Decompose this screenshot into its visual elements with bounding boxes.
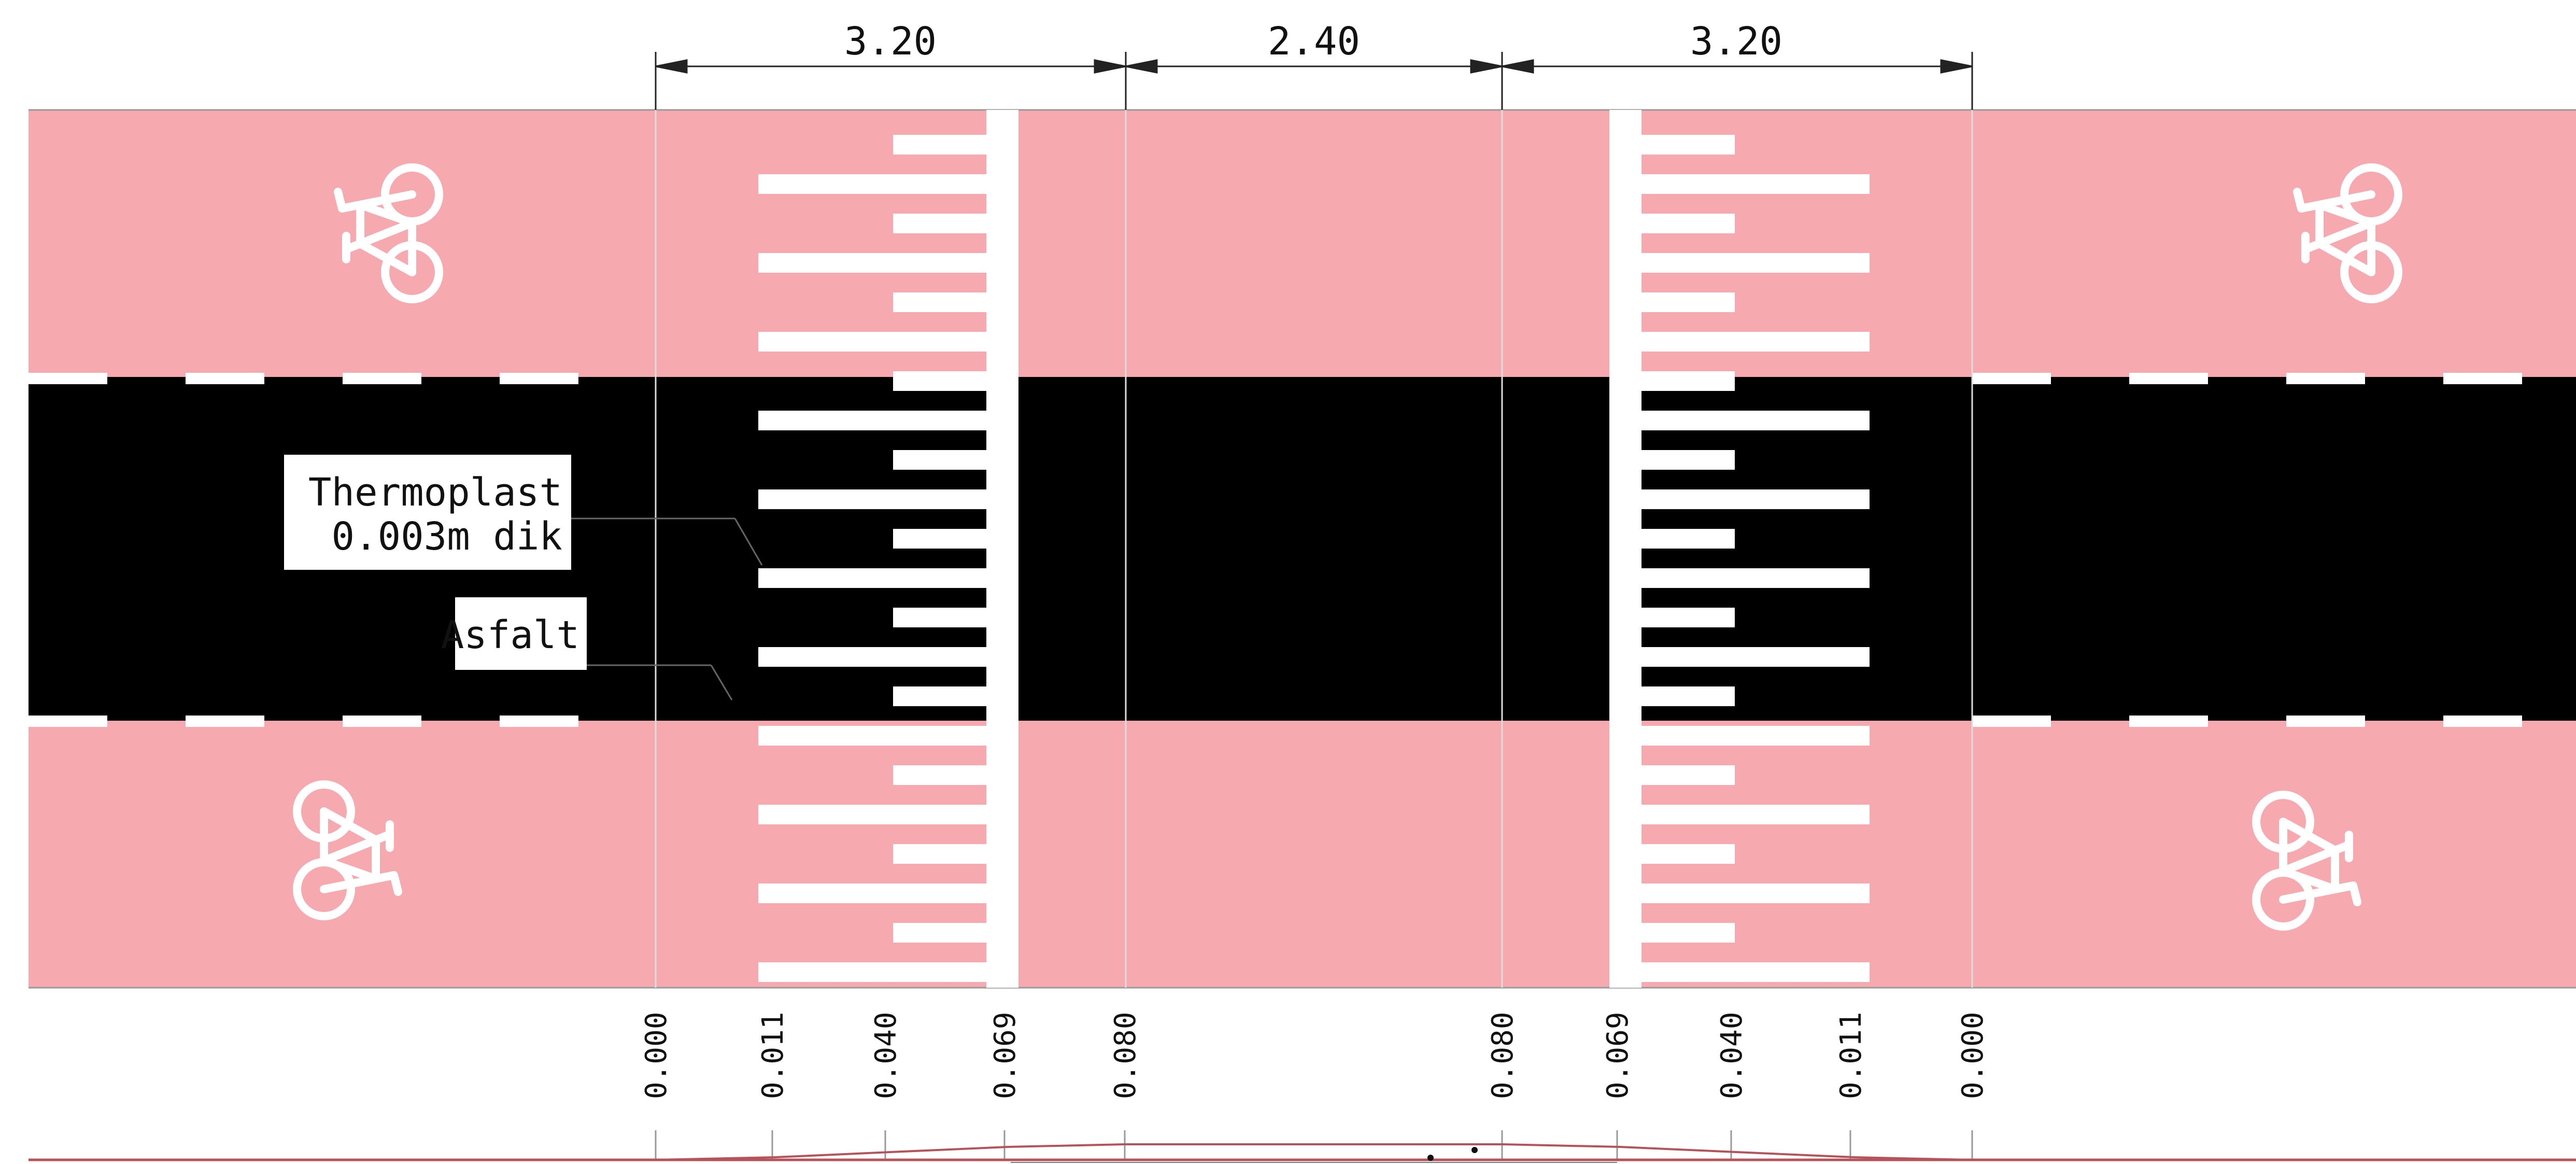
lane-dash [2129, 373, 2208, 384]
lane-dash [2129, 716, 2208, 727]
ramp-tooth [758, 332, 986, 352]
ramp-tooth [1641, 805, 1870, 824]
level-label: 0.069 [988, 1012, 1022, 1099]
ramp-tooth [1641, 686, 1735, 706]
ramp-tooth [1641, 529, 1735, 549]
lane-dash [343, 716, 421, 727]
ramp-tooth [758, 883, 986, 903]
dimension-right: 3.20 [1690, 19, 1782, 64]
ramp-tooth [1641, 608, 1735, 627]
dimension-left: 3.20 [844, 19, 937, 64]
ramp-tooth [893, 765, 986, 785]
ramp-tooth [758, 253, 986, 273]
ramp-tooth [1641, 568, 1870, 588]
level-label: 0.040 [1715, 1012, 1749, 1099]
ramp-tooth [893, 214, 986, 233]
ramp-marking-right [1641, 135, 1870, 982]
level-label: 0.080 [1486, 1012, 1520, 1099]
thermoplast-label-line1: Thermoplast [308, 470, 562, 515]
level-label: 0.011 [1834, 1012, 1868, 1099]
ramp-tooth [893, 292, 986, 312]
ramp-tooth [1641, 962, 1870, 982]
ramp-tooth [893, 529, 986, 549]
lane-dash [1972, 716, 2051, 727]
ramp-tooth [1641, 174, 1870, 194]
ramp-tooth [1641, 647, 1870, 667]
ramp-tooth [1641, 923, 1735, 943]
ramp-tooth [893, 686, 986, 706]
ramp-tooth [893, 450, 986, 470]
ramp-tooth [758, 568, 986, 588]
lane-dash [500, 716, 578, 727]
section-lines [655, 110, 1973, 988]
ramp-tooth [1641, 726, 1870, 746]
level-label: 0.000 [1956, 1012, 1990, 1099]
ramp-tooth [1641, 292, 1735, 312]
raised-plateau-pink [1018, 377, 1609, 721]
asfalt-callout: Asfalt [441, 597, 733, 700]
thermoplast-callout: Thermoplast 0.003m dik [284, 455, 763, 570]
ramp-tooth [893, 923, 986, 943]
lane-dash [2443, 716, 2522, 727]
level-label: 0.080 [1109, 1012, 1142, 1099]
ramp-tooth [758, 489, 986, 509]
ramp-tooth [893, 608, 986, 627]
ramp-tooth [1641, 135, 1735, 155]
ramp-tooth [1641, 253, 1870, 273]
ramp-tooth [758, 962, 986, 982]
lane-dash [2286, 373, 2365, 384]
ramp-tooth [1641, 450, 1735, 470]
lane-dash [186, 716, 264, 727]
ramp-tooth [1641, 371, 1735, 391]
ramp-tooth [1641, 883, 1870, 903]
ramp-tooth [758, 805, 986, 824]
level-label: 0.000 [640, 1012, 673, 1099]
dimension-middle: 2.40 [1268, 19, 1360, 64]
lane-dash [29, 373, 107, 384]
asfalt-label: Asfalt [441, 613, 579, 657]
lane-dash [29, 716, 107, 727]
lane-dash [186, 373, 264, 384]
plateau-middle-bottom [1018, 721, 1609, 988]
ramp-tooth [1641, 844, 1735, 864]
lane-dash [500, 373, 578, 384]
ramp-tooth [1641, 411, 1870, 430]
pavement [29, 109, 2576, 989]
level-annotations: 0.000 0.011 0.040 0.069 0.080 0.080 0.069 0.040… [640, 1012, 1990, 1159]
lane-separator-dashes [29, 373, 2522, 727]
lane-dash [343, 373, 421, 384]
lane-dash [1972, 373, 2051, 384]
stop-bar-left [986, 110, 1018, 988]
ramp-tooth [758, 647, 986, 667]
ramp-tooth [893, 371, 986, 391]
level-label: 0.040 [869, 1012, 903, 1099]
ramp-tooth [1641, 765, 1735, 785]
profile [29, 1143, 2576, 1163]
ramp-tooth [758, 726, 986, 746]
level-label: 0.011 [756, 1012, 790, 1099]
thermoplast-label-line2: 0.003m dik [331, 514, 562, 559]
ramp-tooth [758, 174, 986, 194]
dimension-line [655, 52, 1973, 110]
lane-dash [2286, 716, 2365, 727]
plateau-middle-top [1018, 110, 1609, 377]
ramp-tooth [893, 135, 986, 155]
ramp-tooth [893, 844, 986, 864]
ramp-tooth [1641, 214, 1735, 233]
lane-dash [2443, 373, 2522, 384]
profile-surface [655, 1143, 1973, 1161]
ramp-tooth [758, 411, 986, 430]
level-label: 0.069 [1601, 1012, 1635, 1099]
ramp-marking-left [758, 135, 986, 982]
ramp-tooth [1641, 332, 1870, 352]
stop-bar-right [1609, 110, 1641, 988]
ramp-tooth [1641, 489, 1870, 509]
